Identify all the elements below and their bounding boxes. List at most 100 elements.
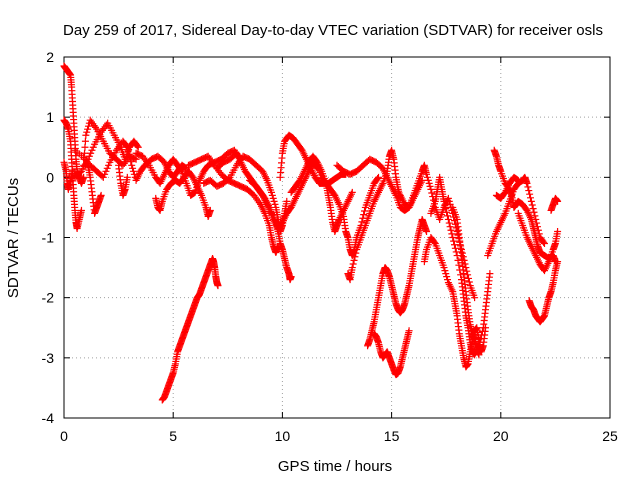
data-point <box>97 191 105 199</box>
series-track-30 <box>525 258 562 326</box>
data-point <box>443 273 451 281</box>
data-point <box>76 169 84 177</box>
data-point <box>125 150 133 158</box>
data-point <box>83 128 91 136</box>
data-point <box>206 206 214 214</box>
data-point <box>77 206 85 214</box>
data-point <box>428 189 436 197</box>
data-point <box>427 185 435 193</box>
y-tick-label: 2 <box>46 49 54 65</box>
data-point <box>405 327 413 335</box>
data-point <box>269 194 277 202</box>
data-point <box>540 240 548 248</box>
data-point <box>440 264 448 272</box>
data-point <box>81 137 89 145</box>
data-point <box>423 170 431 178</box>
data-point <box>99 173 107 181</box>
data-point <box>131 155 139 163</box>
data-point <box>132 155 140 163</box>
data-point <box>123 173 131 181</box>
data-point <box>129 167 137 175</box>
data-point <box>126 154 134 162</box>
data-point <box>134 143 142 151</box>
data-point <box>443 208 451 216</box>
data-point <box>84 125 92 133</box>
series-track-12 <box>184 152 282 257</box>
data-point <box>446 223 454 231</box>
data-point <box>464 274 472 282</box>
x-tick-label: 5 <box>169 428 177 444</box>
data-point <box>287 273 295 281</box>
data-point <box>350 256 358 264</box>
series-track-11 <box>158 255 222 404</box>
series-track-26 <box>449 203 483 359</box>
data-point <box>530 208 538 216</box>
data-point <box>442 270 450 278</box>
data-point <box>84 155 92 163</box>
data-point <box>133 142 141 150</box>
data-point <box>442 205 450 213</box>
data-point <box>444 215 452 223</box>
data-point <box>81 143 89 151</box>
data-point <box>447 226 455 234</box>
series-track-03 <box>60 158 77 193</box>
y-tick-label: -1 <box>42 230 55 246</box>
data-point <box>358 218 366 226</box>
data-point <box>268 191 276 199</box>
data-point <box>348 264 356 272</box>
data-point <box>523 179 531 187</box>
series-track-10 <box>152 167 214 220</box>
data-point <box>82 131 90 139</box>
data-point <box>351 253 359 261</box>
data-point <box>105 161 113 169</box>
data-point <box>102 167 110 175</box>
data-point <box>514 176 522 184</box>
data-marks <box>60 62 562 404</box>
data-point <box>513 176 521 184</box>
y-tick-label: 1 <box>46 109 54 125</box>
data-point <box>540 238 548 246</box>
series-track-06 <box>71 119 142 181</box>
data-point <box>424 176 432 184</box>
data-point <box>465 278 473 286</box>
data-point <box>423 173 431 181</box>
data-point <box>449 234 457 241</box>
data-point <box>128 161 136 169</box>
y-tick-label: -4 <box>42 410 55 426</box>
data-point <box>524 183 532 191</box>
data-point <box>129 164 137 172</box>
data-point <box>471 294 479 302</box>
data-point <box>440 197 448 205</box>
data-point <box>270 197 278 205</box>
data-point <box>426 182 434 190</box>
data-point <box>123 143 131 151</box>
data-point <box>348 188 356 196</box>
data-point <box>80 173 88 181</box>
data-point <box>476 338 484 346</box>
y-axis: -4 -3 -2 -1 0 1 2 <box>42 49 610 426</box>
data-point <box>527 194 535 202</box>
series-track-08 <box>115 161 131 199</box>
data-point <box>554 197 562 205</box>
series-track-32 <box>492 173 522 202</box>
x-tick-label: 0 <box>60 428 68 444</box>
data-point <box>214 282 222 290</box>
data-point <box>124 147 132 155</box>
x-tick-label: 10 <box>275 428 291 444</box>
data-point <box>361 207 369 215</box>
data-point <box>528 201 536 209</box>
y-tick-label: -2 <box>42 290 55 306</box>
series-track-20 <box>344 146 404 284</box>
data-point <box>283 197 291 205</box>
data-point <box>529 205 537 213</box>
data-point <box>374 175 382 183</box>
data-point <box>87 149 95 157</box>
x-axis-label: GPS time / hours <box>278 458 392 475</box>
data-point <box>527 197 535 205</box>
data-point <box>475 351 483 359</box>
data-point <box>441 201 449 209</box>
data-point <box>477 335 485 343</box>
data-point <box>478 331 486 339</box>
series-track-23 <box>396 161 479 302</box>
data-point <box>444 194 452 202</box>
